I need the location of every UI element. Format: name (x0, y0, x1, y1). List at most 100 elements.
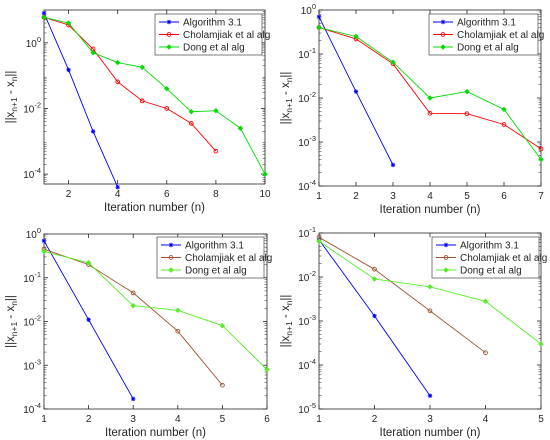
x-tick-label: 4 (483, 414, 489, 425)
data-point (427, 110, 433, 116)
x-tick-label: 5 (464, 191, 470, 202)
data-point (390, 59, 396, 65)
x-tick-label: 2 (372, 414, 378, 425)
y-tick-label: 10-2 (298, 269, 316, 284)
x-tick-label: 7 (538, 191, 544, 202)
series-3 (41, 248, 270, 373)
data-point (66, 67, 71, 73)
y-tick-label: 10-2 (23, 100, 41, 115)
legend-marker (440, 44, 446, 50)
x-tick-label: 4 (115, 189, 121, 200)
x-tick-label: 6 (501, 191, 507, 202)
chart-panel-2: 10-4 10-3 10-2 10-1 100 1 2 3 4 5 6 7 Iteration numb… (280, 2, 544, 216)
x-tick-label: 6 (164, 189, 170, 200)
series-2 (41, 246, 225, 388)
x-tick-label: 8 (213, 189, 219, 200)
data-point (372, 313, 377, 319)
legend-entry: Algorithm 3.1 (460, 241, 519, 252)
x-tick-label: 5 (220, 414, 226, 425)
legend-entry: Algorithm 3.1 (457, 18, 516, 29)
legend-marker (166, 19, 172, 25)
data-point (262, 171, 268, 177)
data-point (264, 366, 270, 373)
y-tick-label: 10-3 (298, 134, 316, 149)
y-tick-label: 10-1 (23, 270, 41, 285)
legend-marker (440, 19, 446, 25)
y-tick-label: 10-4 (23, 166, 41, 181)
data-point (482, 298, 489, 305)
data-point (219, 323, 226, 329)
data-point (41, 238, 47, 243)
x-tick-label: 2 (66, 189, 72, 200)
legend-marker (168, 267, 174, 273)
legend-marker (443, 242, 449, 248)
data-point (427, 95, 433, 101)
y-axis-label: ||xn+1 - xn|| (5, 295, 19, 348)
series-line (43, 248, 223, 386)
x-tick-label: 2 (86, 414, 92, 425)
legend-marker (168, 242, 174, 248)
x-tick-label: 2 (353, 191, 359, 202)
chart-panel-4: 10-5 10-4 10-3 10-2 10-1 1 2 3 4 5 Iteration numbe… (280, 225, 547, 439)
data-point (316, 238, 322, 244)
data-point (538, 341, 544, 347)
series-3 (41, 14, 268, 177)
data-point (316, 14, 322, 20)
legend-entry: Cholamjiak et al alg (183, 30, 270, 41)
x-axis-label: Iteration number (n) (105, 427, 206, 439)
x-tick-label: 6 (264, 414, 270, 425)
legend-marker (166, 32, 172, 37)
data-point (316, 24, 322, 31)
legend-entry: Algorithm 3.1 (185, 241, 244, 252)
data-point (538, 156, 544, 163)
x-axis-label: Iteration number (n) (380, 204, 481, 216)
data-point (390, 162, 396, 168)
data-point (188, 121, 194, 126)
legend-entry: Dong et al alg (460, 266, 522, 277)
x-axis-label: Iteration number (n) (104, 202, 205, 214)
y-axis-label: ||xn+1 - xn|| (280, 72, 294, 125)
legend-marker (440, 32, 446, 37)
x-tick-label: 3 (427, 414, 433, 425)
series-line (318, 236, 486, 354)
series-3 (316, 24, 544, 163)
legend-entry: Dong et al alg (185, 266, 247, 277)
data-point (427, 393, 433, 398)
series-line (43, 250, 268, 370)
x-tick-label: 3 (130, 414, 136, 425)
data-point (372, 266, 377, 272)
x-tick-label: 4 (427, 191, 433, 202)
data-point (353, 33, 359, 40)
y-tick-label: 10-3 (23, 357, 41, 372)
y-axis-label: ||xn+1 - xn|| (5, 71, 19, 124)
y-tick-label: 100 (26, 226, 41, 241)
series-1 (41, 10, 120, 190)
data-point (139, 64, 145, 70)
legend-marker (166, 44, 172, 50)
data-point (501, 106, 507, 113)
data-point (213, 108, 219, 114)
data-point (371, 276, 378, 282)
data-point (90, 49, 96, 56)
y-tick-label: 10-5 (298, 401, 316, 416)
data-point (90, 129, 96, 134)
series-1 (316, 14, 396, 168)
legend-box (431, 236, 540, 279)
y-tick-label: 10-4 (23, 401, 41, 416)
data-point (41, 10, 47, 16)
y-tick-label: 10-4 (298, 178, 316, 193)
data-point (175, 328, 181, 334)
chart-panel-3: 10-4 10-3 10-2 10-1 100 1 2 3 4 5 6 Iteration numbe… (5, 226, 272, 439)
series-line (43, 16, 266, 175)
data-point (464, 111, 470, 117)
y-tick-label: 100 (26, 35, 41, 50)
data-point (130, 290, 136, 296)
legend-entry: Cholamjiak et al alg (460, 253, 547, 264)
legend-entry: Cholamjiak et al alg (457, 30, 544, 41)
data-point (130, 302, 136, 309)
